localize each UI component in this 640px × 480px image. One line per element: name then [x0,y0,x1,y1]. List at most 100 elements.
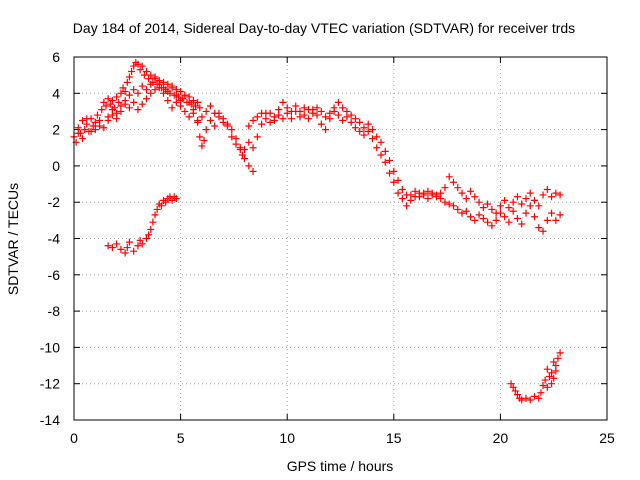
data-point [117,245,125,253]
y-tick-label: -4 [48,231,61,247]
data-point [322,113,330,121]
y-tick-label: 6 [52,49,60,65]
data-point [121,249,129,257]
data-point [330,107,338,115]
data-point [121,87,129,95]
data-point [334,98,342,106]
data-point [537,389,545,397]
data-point [181,107,189,115]
data-point [140,71,148,79]
data-point [509,198,517,206]
data-point [241,146,249,154]
data-point [556,211,564,219]
data-point [147,71,155,79]
data-point [445,173,453,181]
data-point [151,211,159,219]
data-point [509,207,517,215]
y-tick-label: -10 [40,339,60,355]
data-point [475,211,483,219]
data-point [424,187,432,195]
data-point [535,224,543,232]
data-point [177,87,185,95]
data-point [89,122,97,130]
data-point [449,202,457,210]
data-point [253,113,261,121]
data-point [403,202,411,210]
data-point [249,117,257,125]
data-point [147,225,155,233]
data-point [305,115,313,123]
data-point [164,97,172,105]
y-tick-label: -8 [48,303,61,319]
data-point [420,189,428,197]
data-point [81,126,89,134]
data-point [91,126,99,134]
data-point [535,394,543,402]
data-point [189,97,197,105]
data-point [548,209,556,217]
data-point [518,200,526,208]
data-point [160,84,168,92]
data-point [249,167,257,175]
data-point [100,124,108,132]
data-point [322,126,330,134]
data-point [219,115,227,123]
data-point [168,196,176,204]
data-point [360,124,368,132]
data-point [511,387,519,395]
x-axis-label: GPS time / hours [287,458,394,474]
data-point [377,151,385,159]
data-point [386,169,394,177]
data-point [462,207,470,215]
data-point [381,158,389,166]
data-point [467,213,475,221]
data-point [138,82,146,90]
series-track-c [104,80,219,150]
data-point [202,107,210,115]
data-point [441,198,449,206]
data-point [539,191,547,199]
data-point [245,122,253,130]
data-point [215,109,223,117]
data-point [145,231,153,239]
data-point [343,113,351,121]
data-point [415,193,423,201]
data-point [484,200,492,208]
data-point [411,187,419,195]
grid-lines [74,57,607,420]
y-tick-label: 4 [52,85,60,101]
data-point [142,86,150,94]
data-point [313,104,321,112]
data-point [192,102,200,110]
data-point [275,111,283,119]
data-point [437,189,445,197]
data-point [189,106,197,114]
data-point [123,78,131,86]
data-point [113,109,121,117]
data-point [147,89,155,97]
data-point [484,218,492,226]
data-point [541,376,549,384]
data-point [130,98,138,106]
data-point [232,140,240,148]
data-point [119,84,127,92]
data-point [364,120,372,128]
data-point [206,102,214,110]
data-point [106,100,114,108]
data-point [185,98,193,106]
data-point [454,184,462,192]
data-point [147,80,155,88]
data-point [496,202,504,210]
data-point [548,380,556,388]
data-point [194,118,202,126]
data-point [138,100,146,108]
data-point [142,68,150,76]
data-point [373,144,381,152]
data-point [454,205,462,213]
data-point [390,167,398,175]
data-point [117,102,125,110]
data-point [113,240,121,248]
data-point [407,191,415,199]
data-point [164,87,172,95]
